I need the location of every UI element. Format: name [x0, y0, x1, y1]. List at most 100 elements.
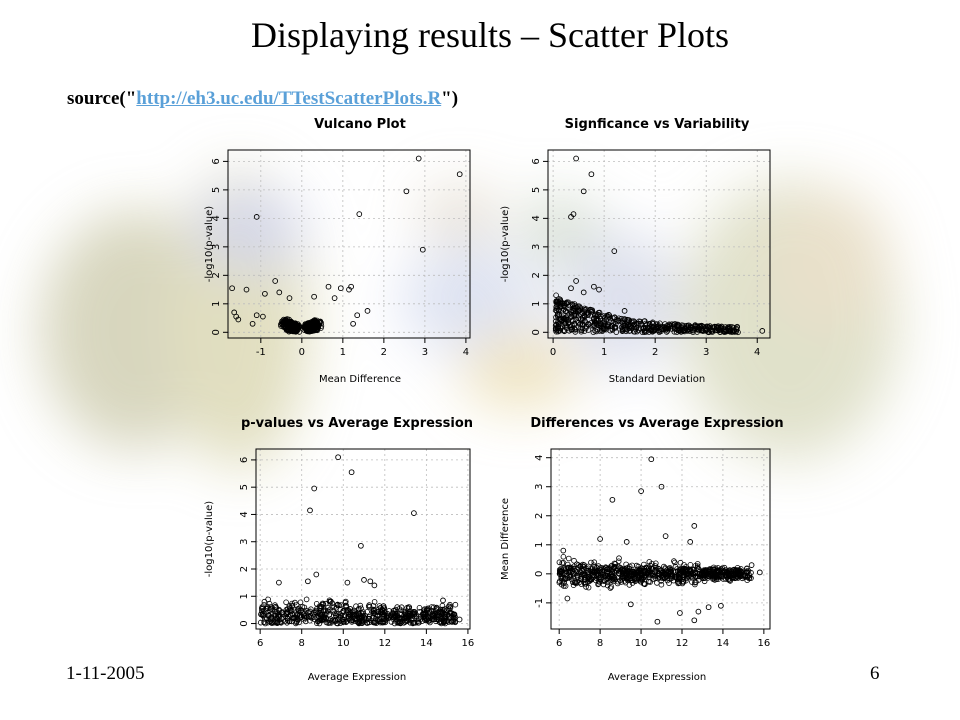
scatter-plot-2: 0 1 2 3 4 0 1 2 3 4 5 6 Signficance vs Variability St… — [500, 117, 771, 385]
data-point — [299, 603, 306, 610]
data-point — [581, 312, 588, 319]
x-tick-label: 4 — [463, 347, 469, 358]
data-point — [572, 579, 579, 585]
data-point — [677, 610, 683, 616]
data-point — [367, 578, 374, 585]
data-point — [331, 295, 338, 301]
data-point — [723, 328, 730, 334]
y-tick-label: 0 — [211, 329, 222, 335]
data-point — [621, 308, 628, 314]
data-point — [684, 575, 690, 581]
x-axis-label: Mean Difference — [319, 374, 401, 385]
data-point — [593, 315, 600, 322]
data-point — [306, 617, 313, 624]
data-point — [337, 285, 344, 292]
data-point — [623, 539, 630, 545]
data-point — [303, 596, 310, 603]
data-point — [371, 599, 378, 605]
x-tick-label: 4 — [754, 347, 760, 358]
data-point — [415, 616, 422, 622]
y-tick-label: 2 — [211, 272, 222, 278]
data-point — [630, 318, 636, 325]
data-point — [562, 583, 569, 589]
data-point — [743, 570, 749, 576]
y-tick-label: 6 — [239, 457, 250, 463]
data-point — [609, 496, 616, 503]
y-tick-label: 6 — [211, 158, 222, 164]
data-point — [555, 328, 561, 335]
y-tick-label: 1 — [531, 301, 542, 307]
data-point — [597, 321, 604, 328]
data-point — [374, 612, 381, 619]
data-point — [705, 604, 712, 611]
data-point — [649, 560, 655, 567]
data-point — [640, 574, 647, 581]
data-point — [675, 574, 682, 581]
data-point — [629, 580, 636, 586]
data-point — [696, 571, 702, 578]
data-point — [568, 576, 575, 582]
x-tick-label: 3 — [703, 347, 709, 358]
data-point — [366, 619, 373, 626]
data-point — [321, 616, 328, 623]
plot-frame — [550, 448, 771, 630]
data-point — [604, 575, 611, 582]
y-tick-label: -1 — [534, 598, 545, 608]
data-point — [348, 469, 355, 476]
data-point — [399, 615, 406, 622]
data-point — [568, 285, 574, 292]
data-point — [661, 324, 668, 331]
data-point — [656, 571, 662, 578]
data-point — [253, 214, 260, 220]
data-point — [401, 608, 408, 615]
data-point — [262, 620, 269, 627]
data-point — [671, 328, 678, 335]
data-point — [357, 615, 364, 621]
data-point — [452, 601, 459, 608]
slide-title: Displaying results – Scatter Plots — [251, 15, 729, 55]
data-point — [288, 319, 295, 326]
data-point — [343, 603, 349, 610]
data-point — [406, 604, 413, 610]
x-tick-label: 14 — [717, 638, 730, 649]
data-point — [304, 321, 311, 327]
data-point — [564, 299, 570, 306]
data-point — [667, 568, 673, 575]
data-point — [662, 533, 669, 539]
data-point — [313, 571, 320, 578]
data-point — [704, 326, 710, 333]
y-tick-label: 4 — [211, 215, 222, 221]
y-tick-label: 1 — [211, 301, 222, 307]
data-point — [580, 571, 586, 577]
data-point — [560, 547, 567, 554]
data-point — [325, 620, 332, 626]
data-point — [585, 569, 591, 575]
plot-frame — [547, 149, 771, 339]
data-point — [648, 327, 654, 333]
data-point — [302, 618, 309, 625]
data-point — [675, 322, 681, 329]
source-prefix: source(" — [67, 88, 137, 109]
data-point — [355, 619, 361, 626]
plot-frame — [255, 448, 471, 630]
data-point — [314, 618, 321, 625]
data-point — [577, 563, 584, 569]
data-point — [438, 608, 445, 615]
data-point — [733, 567, 739, 574]
data-point — [379, 619, 386, 626]
data-point — [419, 246, 426, 253]
data-point — [579, 317, 586, 324]
data-point — [313, 326, 320, 333]
data-point — [570, 211, 577, 217]
data-point — [311, 485, 318, 492]
chart-title: Signficance vs Variability — [565, 117, 750, 132]
data-point — [393, 613, 399, 619]
data-point — [398, 607, 405, 614]
x-tick-label: 16 — [462, 638, 475, 649]
data-point — [412, 619, 419, 626]
data-point — [569, 322, 575, 329]
source-link[interactable]: http://eh3.uc.edu/TTestScatterPlots.R — [136, 88, 442, 109]
data-point — [229, 285, 235, 292]
data-point — [697, 323, 704, 329]
